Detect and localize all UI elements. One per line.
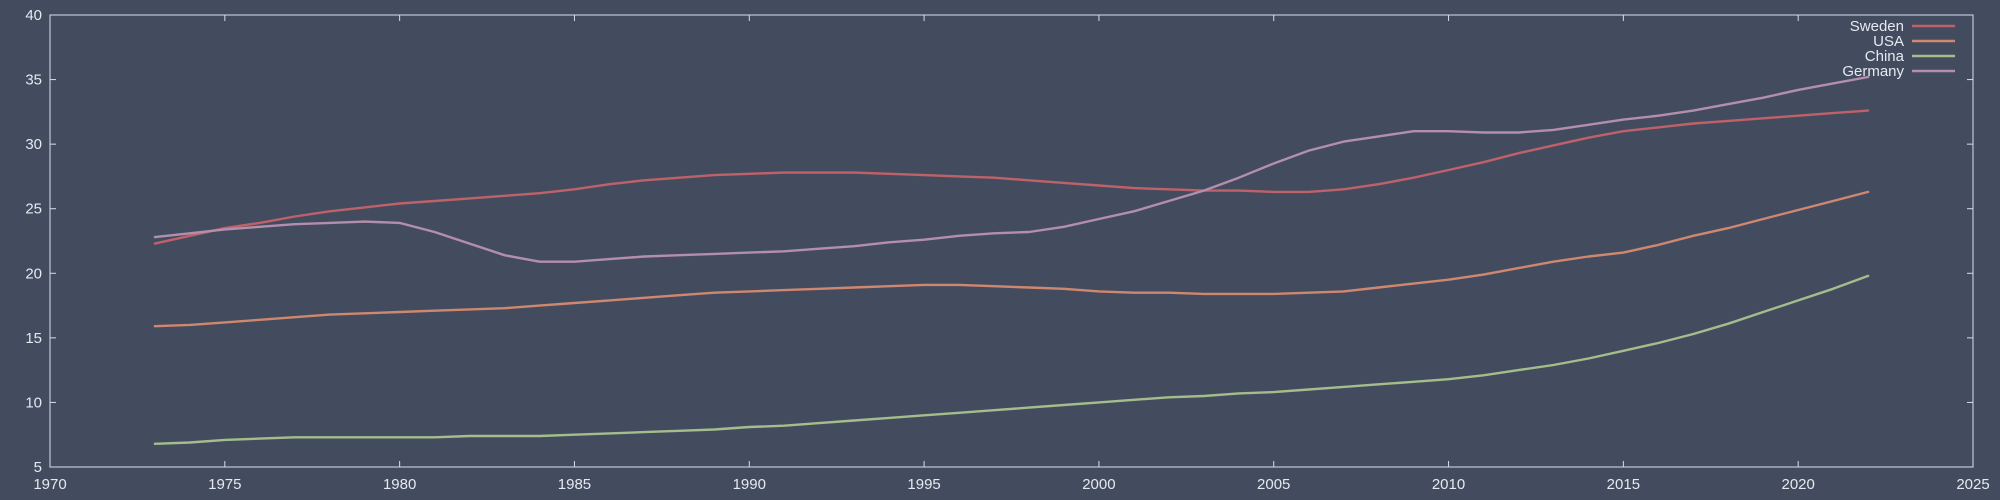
y-tick-label: 15 — [25, 330, 42, 347]
legend-label: Germany — [1842, 63, 1904, 80]
y-tick-label: 40 — [25, 7, 42, 24]
x-tick-label: 1990 — [733, 476, 766, 493]
x-tick-label: 1985 — [558, 476, 591, 493]
x-tick-label: 2000 — [1082, 476, 1115, 493]
x-tick-label: 2020 — [1781, 476, 1814, 493]
y-tick-label: 30 — [25, 136, 42, 153]
x-tick-label: 2005 — [1257, 476, 1290, 493]
legend-label: China — [1865, 48, 1905, 65]
y-tick-label: 20 — [25, 265, 42, 282]
y-tick-label: 10 — [25, 394, 42, 411]
series-line-sweden — [153, 109, 1870, 245]
legend-label: USA — [1873, 33, 1904, 50]
x-tick-label: 2010 — [1432, 476, 1465, 493]
series-line-germany — [153, 75, 1870, 263]
plot-area — [50, 15, 1973, 467]
x-tick-label: 1970 — [33, 476, 66, 493]
y-tick-label: 5 — [34, 459, 42, 476]
axes-layer: 1970 1975 1980 1985 1990 1995 2000 2005 2010 2015… — [25, 7, 1989, 493]
x-tick-label: 2025 — [1956, 476, 1989, 493]
x-tick-label: 1995 — [907, 476, 940, 493]
x-tick-label: 2015 — [1607, 476, 1640, 493]
x-tick-label: 1975 — [208, 476, 241, 493]
series-layer — [153, 75, 1870, 445]
y-tick-label: 25 — [25, 201, 42, 218]
legend-label: Sweden — [1850, 18, 1904, 35]
x-tick-label: 1980 — [383, 476, 416, 493]
y-tick-label: 35 — [25, 72, 42, 89]
series-line-usa — [153, 190, 1870, 328]
plot-frame — [49, 14, 1974, 468]
series-line-china — [153, 274, 1870, 445]
